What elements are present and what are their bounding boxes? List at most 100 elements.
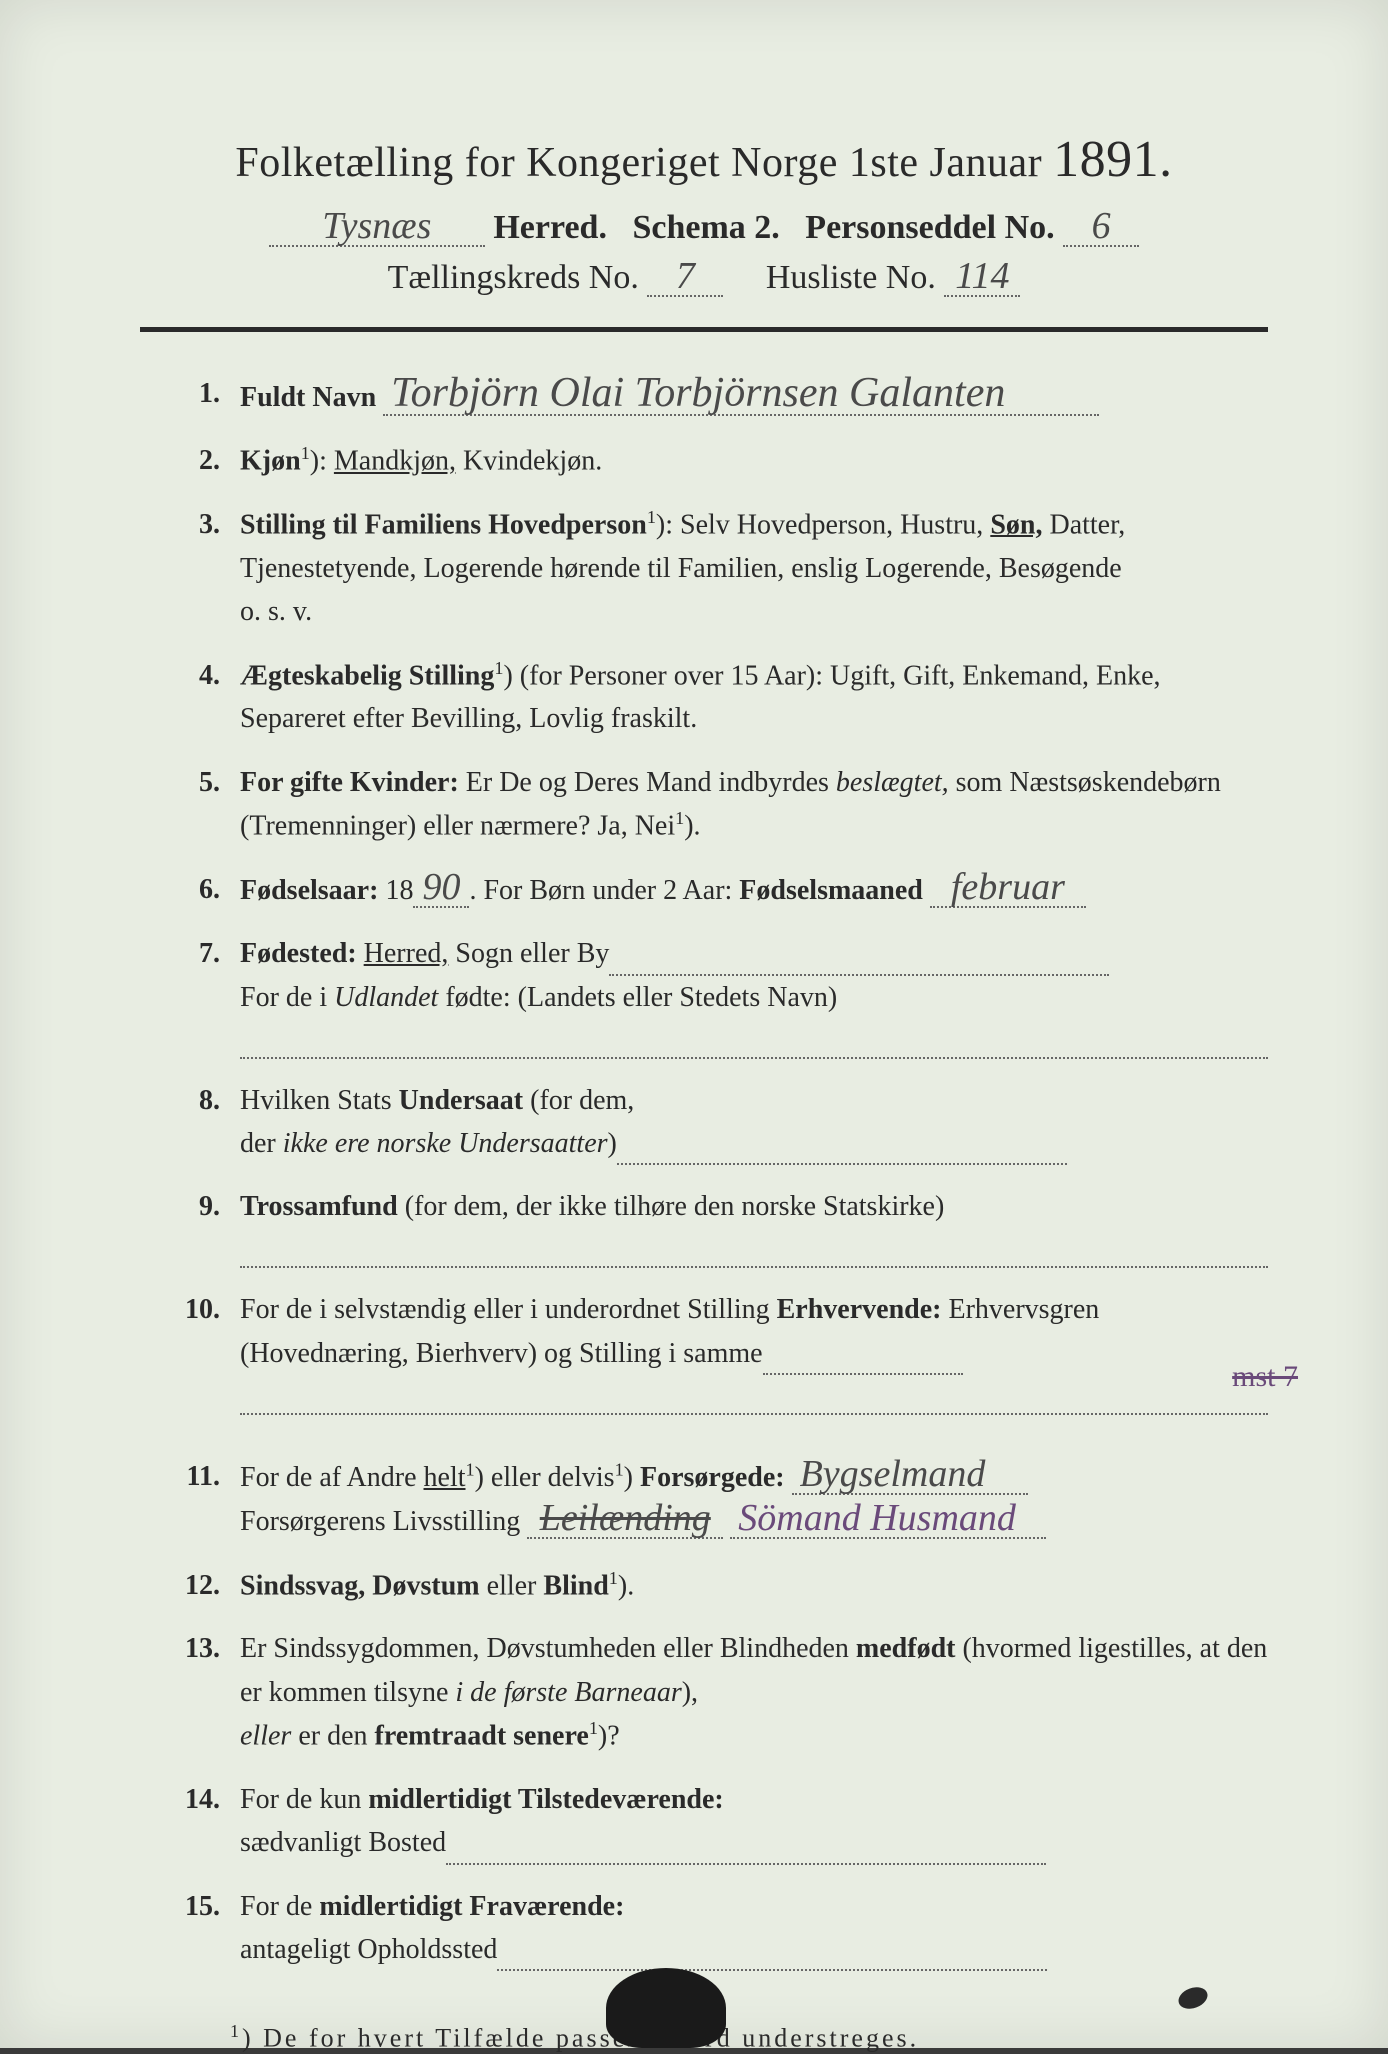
l3d: )? bbox=[598, 1720, 620, 1751]
ink-blot-icon bbox=[606, 1968, 726, 2048]
year-value: 90 bbox=[413, 868, 469, 908]
side-annotation: mst 7 bbox=[1232, 1360, 1298, 1394]
label: Trossamfund bbox=[240, 1191, 398, 1222]
label: Stilling til Familiens Hovedperson bbox=[240, 509, 647, 540]
t1: For de af Andre bbox=[240, 1462, 424, 1493]
census-form-page: Folketælling for Kongeriget Norge 1ste J… bbox=[0, 0, 1388, 2048]
item-num: 10. bbox=[150, 1288, 240, 1331]
l3b: er den bbox=[291, 1720, 374, 1751]
t2: ) eller delvis bbox=[475, 1462, 615, 1493]
rest: Sogn eller By bbox=[448, 938, 609, 969]
item-body: For de kun midlertidigt Tilstedeværende:… bbox=[240, 1778, 1268, 1865]
helt: helt bbox=[424, 1462, 466, 1493]
value2a: Leilænding bbox=[527, 1499, 723, 1539]
item-body: Stilling til Familiens Hovedperson1): Se… bbox=[240, 503, 1268, 634]
rest: (for dem, der ikke tilhøre den norske St… bbox=[398, 1191, 945, 1222]
item-body: For de af Andre helt1) eller delvis1) Fo… bbox=[240, 1455, 1268, 1544]
label: Forsørgede: bbox=[640, 1462, 785, 1493]
item-2: 2. Kjøn1): Mandkjøn, Kvindekjøn. bbox=[150, 439, 1268, 483]
item-4: 4. Ægteskabelig Stilling1) (for Personer… bbox=[150, 654, 1268, 741]
label: Ægteskabelig Stilling bbox=[240, 660, 494, 691]
prefix: 18 bbox=[385, 875, 413, 906]
item-num: 4. bbox=[150, 654, 240, 697]
item-num: 15. bbox=[150, 1885, 240, 1928]
label: midlertidigt Fraværende: bbox=[319, 1891, 624, 1922]
item-10: 10. For de i selvstændig eller i underor… bbox=[150, 1288, 1268, 1414]
husliste-label: Husliste No. bbox=[766, 259, 936, 296]
t3: ) bbox=[624, 1462, 640, 1493]
t1: For de i selvstændig eller i underordnet… bbox=[240, 1294, 777, 1325]
divider bbox=[140, 327, 1268, 332]
item-8: 8. Hvilken Stats Undersaat (for dem, der… bbox=[150, 1079, 1268, 1166]
footnote-text: ) De for hvert Tilfælde passende Ord und… bbox=[242, 2024, 919, 2053]
item-num: 8. bbox=[150, 1079, 240, 1122]
rest: eller bbox=[480, 1570, 544, 1601]
item-num: 5. bbox=[150, 761, 240, 804]
l2b: Udlandet bbox=[334, 982, 438, 1013]
opt-herred: Herred, bbox=[364, 938, 449, 969]
label: Fødested: bbox=[240, 938, 357, 969]
item-num: 9. bbox=[150, 1185, 240, 1228]
l2a: For de i bbox=[240, 982, 334, 1013]
rest: Er De og Deres Mand indbyrdes bbox=[459, 767, 836, 798]
label2: Fødselsmaaned bbox=[739, 875, 923, 906]
sup: 1 bbox=[589, 1718, 598, 1738]
item-body: Fødselsaar: 1890. For Børn under 2 Aar: … bbox=[240, 868, 1268, 912]
label: Sindssvag, Døvstum bbox=[240, 1570, 480, 1601]
item-body: For de midlertidigt Fraværende: antageli… bbox=[240, 1885, 1268, 1972]
fill-line bbox=[240, 1233, 1268, 1269]
item-6: 6. Fødselsaar: 1890. For Børn under 2 Aa… bbox=[150, 868, 1268, 912]
kreds-value: 7 bbox=[647, 257, 723, 297]
opt-kvindekjon: Kvindekjøn. bbox=[463, 446, 602, 477]
label2: Blind bbox=[543, 1570, 608, 1601]
item-11: 11. For de af Andre helt1) eller delvis1… bbox=[150, 1455, 1268, 1544]
value2b: Sömand Husmand bbox=[730, 1499, 1046, 1539]
l2a: der bbox=[240, 1128, 283, 1159]
item-num: 1. bbox=[150, 372, 240, 415]
fill bbox=[497, 1939, 1047, 1972]
item-body: Ægteskabelig Stilling1) (for Personer ov… bbox=[240, 654, 1268, 741]
item-15: 15. For de midlertidigt Fraværende: anta… bbox=[150, 1885, 1268, 1972]
item-7: 7. Fødested: Herred, Sogn eller By For d… bbox=[150, 932, 1268, 1058]
value1: Bygselmand bbox=[792, 1455, 1028, 1495]
header-line-2: Tællingskreds No. 7 Husliste No. 114 bbox=[140, 257, 1268, 297]
rest: ): Selv Hovedperson, Hustru, bbox=[656, 509, 990, 540]
item-body: Er Sindssygdommen, Døvstumheden eller Bl… bbox=[240, 1627, 1268, 1758]
main-title: Folketælling for Kongeriget Norge 1ste J… bbox=[140, 130, 1268, 189]
title-text: Folketælling for Kongeriget Norge 1ste J… bbox=[235, 140, 1042, 186]
mid: . For Børn under 2 Aar: bbox=[469, 875, 739, 906]
kreds-label: Tællingskreds No. bbox=[388, 259, 639, 296]
t2: (for dem, bbox=[523, 1085, 634, 1116]
fill bbox=[617, 1133, 1067, 1166]
sup2: 1 bbox=[615, 1459, 624, 1479]
t1: For de bbox=[240, 1891, 319, 1922]
item-9: 9. Trossamfund (for dem, der ikke tilhør… bbox=[150, 1185, 1268, 1268]
item-14: 14. For de kun midlertidigt Tilstedevære… bbox=[150, 1778, 1268, 1865]
husliste-value: 114 bbox=[944, 257, 1020, 297]
item-12: 12. Sindssvag, Døvstum eller Blind1). bbox=[150, 1564, 1268, 1608]
italic: beslægtet, bbox=[836, 767, 949, 798]
personseddel-label: Personseddel No. bbox=[805, 209, 1054, 246]
t3: ), bbox=[682, 1677, 698, 1708]
l2c: ) bbox=[608, 1128, 617, 1159]
label: Kjøn bbox=[240, 446, 301, 477]
t1: Hvilken Stats bbox=[240, 1085, 399, 1116]
item-num: 12. bbox=[150, 1564, 240, 1607]
label: Fuldt Navn bbox=[240, 382, 376, 413]
item-body: Fødested: Herred, Sogn eller By For de i… bbox=[240, 932, 1268, 1058]
sup: 1 bbox=[301, 443, 310, 463]
label: For gifte Kvinder: bbox=[240, 767, 459, 798]
item-body: Sindssvag, Døvstum eller Blind1). bbox=[240, 1564, 1268, 1608]
header-line-1: Tysnæs Herred. Schema 2. Personseddel No… bbox=[140, 207, 1268, 247]
item-body: For de i selvstændig eller i underordnet… bbox=[240, 1288, 1268, 1414]
personseddel-value: 6 bbox=[1063, 207, 1139, 247]
form-items: 1. Fuldt Navn Torbjörn Olai Torbjörnsen … bbox=[140, 372, 1268, 1971]
month-value: februar bbox=[930, 868, 1086, 908]
fill bbox=[446, 1832, 1046, 1865]
fill-line bbox=[240, 1379, 1268, 1415]
item-13: 13. Er Sindssygdommen, Døvstumheden elle… bbox=[150, 1627, 1268, 1758]
label: Undersaat bbox=[399, 1085, 523, 1116]
fill bbox=[763, 1342, 963, 1375]
item-num: 2. bbox=[150, 439, 240, 482]
item-1: 1. Fuldt Navn Torbjörn Olai Torbjörnsen … bbox=[150, 372, 1268, 419]
